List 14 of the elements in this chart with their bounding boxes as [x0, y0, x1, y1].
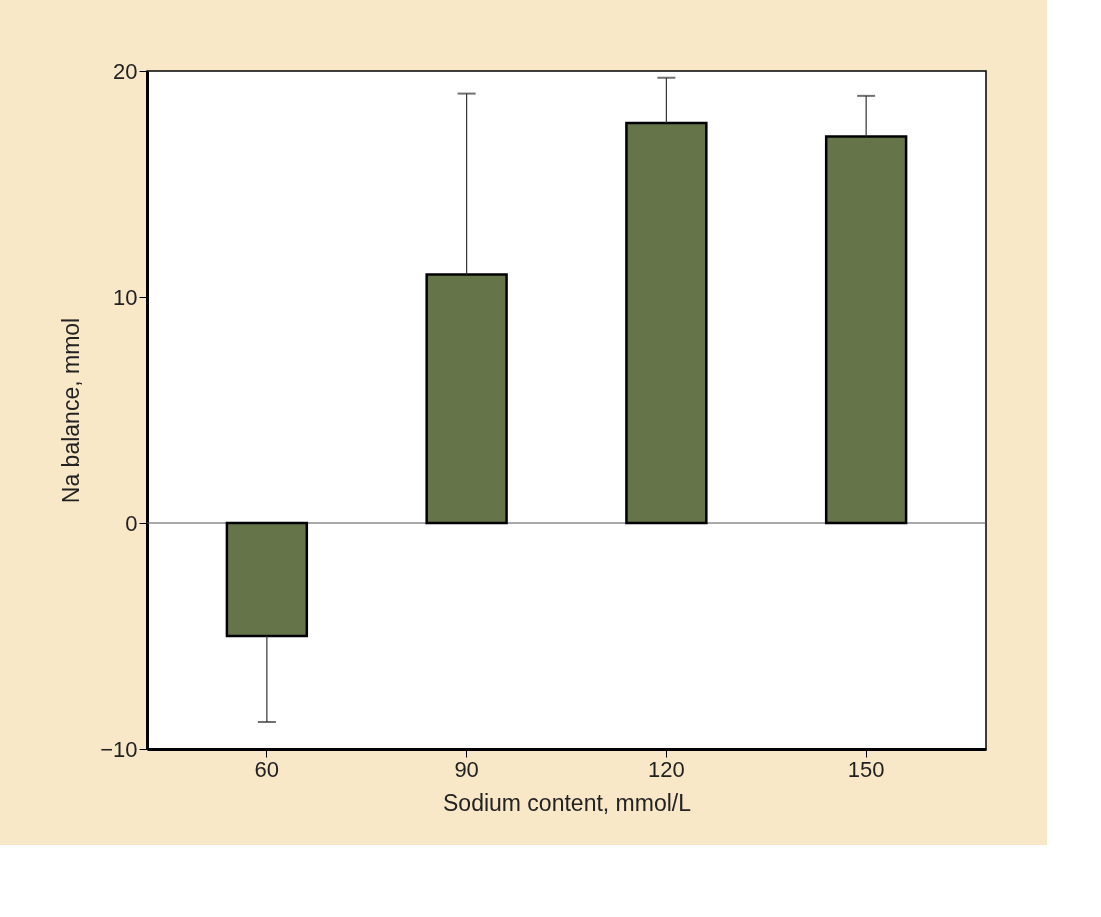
x-axis-title: Sodium content, mmol/L — [442, 789, 692, 816]
y-tick-label: 10 — [113, 284, 138, 310]
x-tick-label: 90 — [454, 756, 479, 782]
y-tick-label: 0 — [125, 510, 138, 536]
y-tick-label: −10 — [100, 736, 138, 762]
bar — [824, 135, 908, 525]
x-tick-label: 60 — [254, 756, 280, 782]
x-tick-label: 120 — [648, 756, 685, 782]
bar — [425, 273, 508, 525]
y-tick-label: 20 — [113, 58, 138, 84]
bar — [225, 521, 309, 638]
x-tick-label: 150 — [847, 756, 885, 782]
y-axis-title: Na balance, mmol — [58, 317, 85, 504]
bar — [625, 121, 708, 525]
